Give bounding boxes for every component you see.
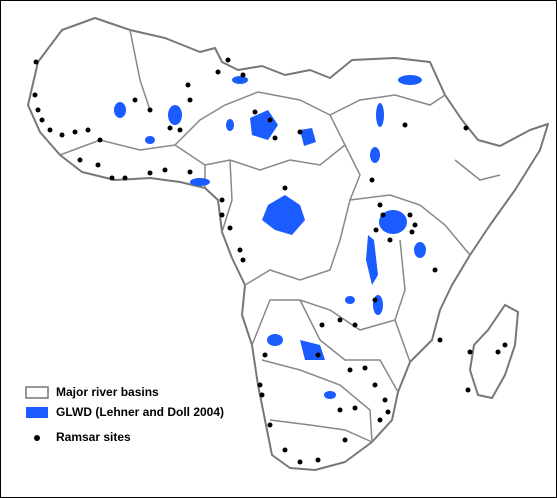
madagascar-outline	[468, 303, 520, 400]
basin-boundaries	[59, 29, 501, 443]
legend-swatch-basins	[25, 386, 49, 399]
legend-swatch-ramsar	[34, 435, 40, 441]
wetlands	[114, 75, 426, 399]
legend-label: Ramsar sites	[56, 430, 131, 444]
legend-label: Major river basins	[56, 385, 159, 399]
ramsar-sites	[32, 57, 508, 465]
legend-swatch-wetlands	[26, 407, 48, 418]
legend-label: GLWD (Lehner and Doll 2004)	[56, 405, 224, 419]
continent-outline	[27, 17, 549, 471]
legend: Major river basins GLWD (Lehner and Doll…	[25, 385, 224, 444]
